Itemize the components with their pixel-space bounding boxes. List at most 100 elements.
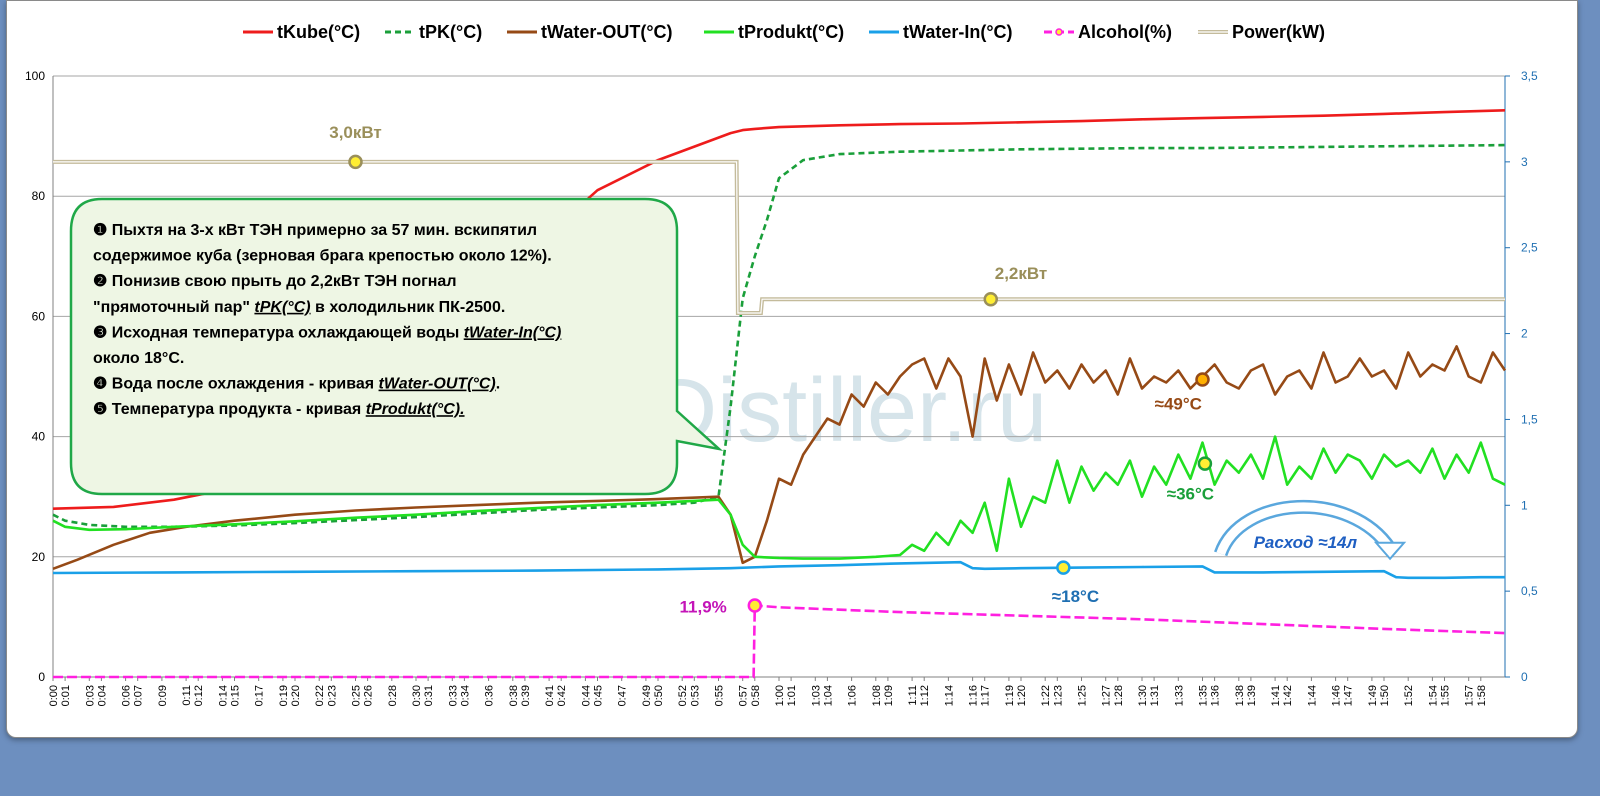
y-tick-label: 60: [32, 309, 46, 323]
x-tick-label: 0:15: [230, 685, 242, 706]
y2-tick-label: 3,5: [1521, 69, 1538, 83]
flow-arrow-inner: [1216, 502, 1394, 556]
legend-label: tKube(°C): [277, 22, 360, 42]
x-tick-label: 1:42: [1282, 685, 1294, 706]
x-tick-label: 0:06: [121, 685, 133, 706]
x-tick-label: 0:34: [459, 685, 471, 706]
y2-tick-label: 0,5: [1521, 584, 1538, 598]
x-tick-label: 1:52: [1403, 685, 1415, 706]
callout-text: в холодильник ПК-2500.: [311, 299, 506, 316]
x-tick-label: 0:38: [508, 685, 520, 706]
x-tick-label: 0:30: [411, 685, 423, 706]
callout-series-ref: tPK(°C): [254, 299, 310, 316]
chart-frame: HomeDistiller.ru 0 20 40 60 80 100 0 0,5 1 1,5 2 2,…: [6, 0, 1578, 738]
callout-series-ref: tWater-In(°C): [464, 324, 562, 341]
x-tick-label: 0:00: [48, 685, 60, 706]
x-tick-label: 0:52: [677, 685, 689, 706]
y-tick-label: 0: [38, 670, 45, 684]
marker-water-out: [1195, 372, 1210, 387]
series-line-4: [52, 560, 1505, 580]
x-tick-label: 1:09: [883, 685, 895, 706]
x-tick-label: 1:25: [1077, 685, 1089, 706]
callout-text: содержимое куба (зерновая брага крепость…: [93, 248, 552, 265]
callout-text: .: [496, 376, 500, 393]
label-water-in: ≈18°C: [1052, 587, 1099, 606]
x-tick-label: 0:12: [193, 685, 205, 706]
y2-tick-label: 2,5: [1521, 241, 1538, 255]
label-alcohol-peak: 11,9%: [680, 597, 727, 616]
x-tick-label: 1:20: [1016, 685, 1028, 706]
x-tick-label: 1:39: [1246, 685, 1258, 706]
x-tick-label: 0:44: [580, 685, 592, 706]
x-tick-label: 0:53: [689, 685, 701, 706]
x-tick-label: 0:28: [387, 685, 399, 706]
legend-label: tWater-OUT(°C): [541, 22, 673, 42]
x-tick-label: 0:50: [653, 685, 665, 706]
x-tick-label: 1:31: [1149, 685, 1161, 706]
label-power-high: 3,0кВт: [329, 123, 382, 142]
x-tick-label: 0:42: [556, 685, 568, 706]
y2-tick-label: 3: [1521, 155, 1528, 169]
x-tick-label: 0:47: [617, 685, 629, 706]
callout-box: [69, 197, 724, 496]
x-tick-label: 0:04: [96, 685, 108, 706]
x-tick-label: 0:58: [750, 685, 762, 706]
callout-line: ❹ Вода после охлаждения - кривая tWater-…: [93, 376, 500, 393]
x-tick-label: 1:44: [1306, 685, 1318, 706]
x-tick-label: 0:17: [254, 685, 266, 706]
label-water-out: ≈49°C: [1155, 395, 1202, 414]
marker-alcohol-peak: [747, 598, 763, 613]
label-power-low: 2,2кВт: [995, 264, 1048, 283]
x-tick-label: 0:39: [520, 685, 532, 706]
y-tick-label: 20: [32, 550, 46, 564]
x-tick-label: 0:14: [217, 685, 229, 706]
x-tick-label: 0:23: [326, 685, 338, 706]
callout-line: ❶ Пыхтя на 3-х кВт ТЭН примерно за 57 ми…: [93, 222, 537, 239]
x-tick-label: 1:14: [943, 685, 955, 706]
callout-text: ❹ Вода после охлаждения - кривая: [93, 376, 379, 393]
x-tick-label: 1:27: [1101, 685, 1113, 706]
x-tick-label: 0:22: [314, 685, 326, 706]
series-line-1: [52, 143, 1506, 529]
legend-marker: [1055, 28, 1063, 36]
x-tick-label: 1:49: [1367, 685, 1379, 706]
callout-text: ❷ Понизив свою прыть до 2,2кВт ТЭН погна…: [93, 273, 457, 290]
x-tick-label: 0:49: [641, 685, 653, 706]
x-tick-label: 1:16: [968, 685, 980, 706]
x-tick-label: 1:35: [1198, 685, 1210, 706]
x-tick-label: 0:11: [181, 685, 193, 706]
marker-power-high: [348, 154, 363, 170]
x-tick-label: 0:57: [738, 685, 750, 706]
x-tick-label: 0:36: [484, 685, 496, 706]
y2-tick-label: 1: [1521, 498, 1528, 512]
callout-text: "прямоточный пар": [93, 299, 254, 316]
x-tick-label: 0:19: [278, 685, 290, 706]
callout-text: ❶ Пыхтя на 3-х кВт ТЭН примерно за 57 ми…: [93, 222, 537, 239]
x-tick-label: 0:45: [593, 685, 605, 706]
series-line-power-inner: [53, 161, 1505, 314]
x-tick-label: 1:00: [774, 685, 786, 706]
marker-water-in: [1056, 560, 1071, 575]
x-tick-label: 1:30: [1137, 685, 1149, 706]
callout-series-ref: tWater-OUT(°C): [379, 376, 496, 393]
x-tick-label: 1:33: [1173, 685, 1185, 706]
callout-line: "прямоточный пар" tPK(°C) в холодильник …: [93, 299, 505, 316]
x-tick-label: 0:41: [544, 685, 556, 706]
x-tick-label: 0:03: [84, 685, 96, 706]
x-tick-label: 0:31: [423, 685, 435, 706]
y-tick-label: 80: [32, 189, 46, 203]
series-line-5: [53, 604, 1506, 679]
series-line-3: [52, 435, 1506, 560]
x-tick-label: 1:46: [1331, 685, 1343, 706]
x-tick-label: 1:23: [1052, 685, 1064, 706]
x-tick-label: 1:12: [919, 685, 931, 706]
legend-label: Power(kW): [1232, 22, 1325, 42]
x-tick-label: 0:01: [60, 685, 72, 706]
x-tick-label: 1:50: [1379, 685, 1391, 706]
chart-svg: HomeDistiller.ru 02040608010000,511,522,…: [25, 22, 1538, 706]
x-tick-label: 1:08: [871, 685, 883, 706]
x-tick-label: 0:07: [133, 685, 145, 706]
legend-label: Alcohol(%): [1078, 22, 1172, 42]
x-tick-label: 0:09: [157, 685, 169, 706]
label-produkt: ≈36°C: [1167, 485, 1214, 504]
